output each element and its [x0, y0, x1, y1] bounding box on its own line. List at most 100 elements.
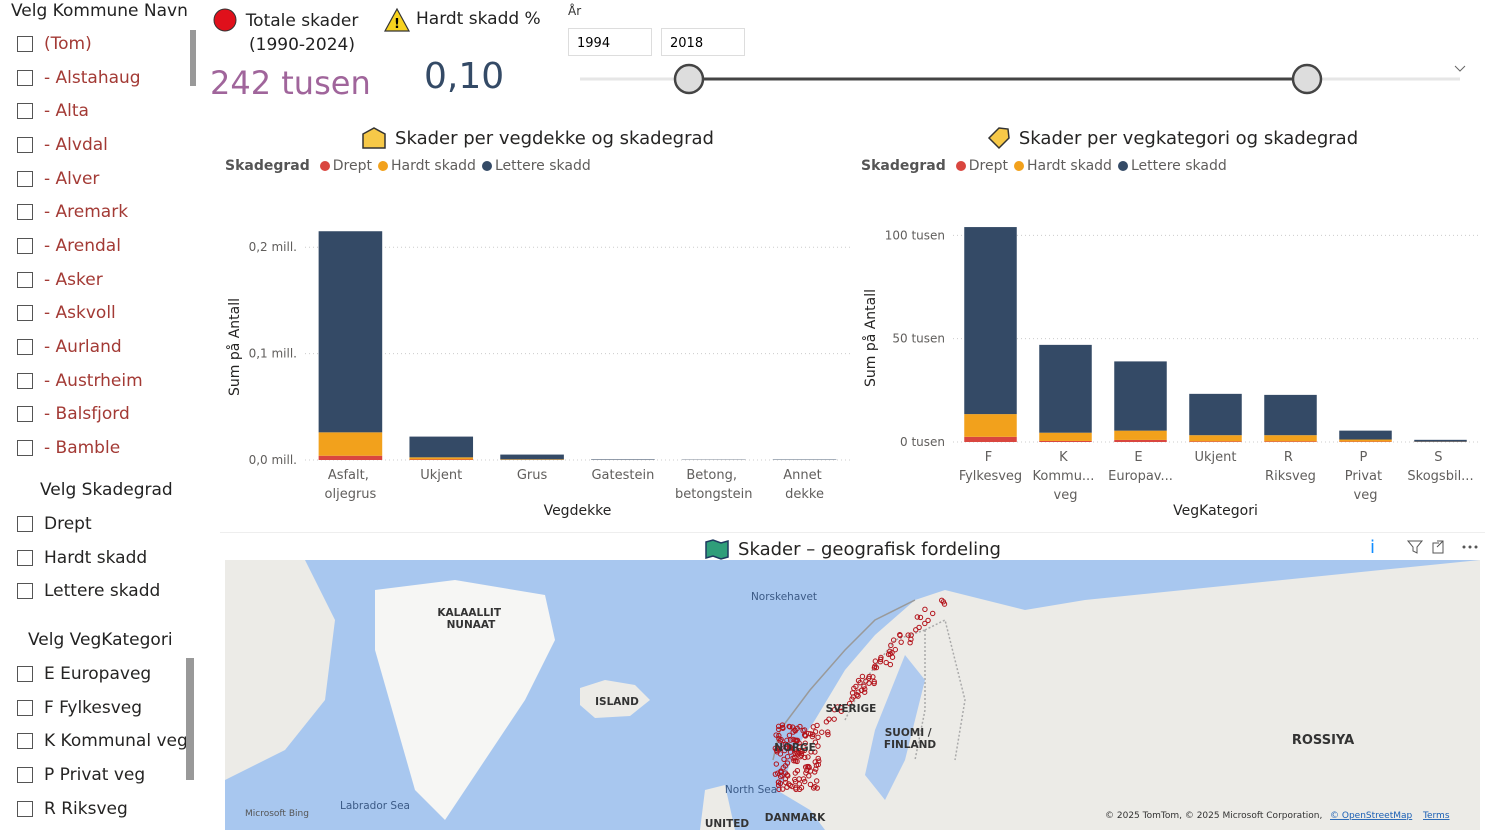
incident-point: [916, 624, 922, 631]
checkbox[interactable]: [17, 583, 33, 600]
legend-dot: [319, 161, 330, 171]
bar-segment: [1114, 439, 1167, 442]
legend-item[interactable]: Drept: [955, 158, 1008, 174]
checkbox[interactable]: [17, 136, 33, 153]
legend-item[interactable]: Lettere skadd: [481, 158, 591, 174]
plot: 0,0 mill. 0,1 mill. 0,2 mill. Sum på Antall…: [226, 231, 850, 519]
incident-point: [870, 674, 876, 680]
slicer-item[interactable]: P Privat veg: [17, 758, 188, 792]
checkbox[interactable]: [17, 339, 33, 356]
incident-point: [806, 773, 812, 779]
slicer-item[interactable]: - Aurland: [17, 330, 143, 364]
slicer-item[interactable]: Drept: [17, 507, 160, 541]
slicer-item[interactable]: - Alvdal: [17, 128, 143, 162]
slicer-item[interactable]: R Riksveg: [17, 792, 188, 826]
checkbox[interactable]: [17, 305, 33, 322]
slicer-item[interactable]: - Austrheim: [17, 364, 143, 398]
slicer-item[interactable]: Hardt skadd: [17, 541, 160, 575]
checkbox[interactable]: [17, 170, 33, 187]
checkbox[interactable]: [17, 69, 33, 86]
slicer-item-label: - Alstahaug: [44, 67, 141, 88]
slicer-item[interactable]: - Balsfjord: [17, 398, 143, 432]
slicer-item-label: - Alta: [44, 101, 89, 122]
incident-point: [792, 746, 798, 753]
checkbox[interactable]: [17, 103, 33, 120]
filter-icon[interactable]: [1406, 540, 1424, 554]
incident-point: [914, 614, 921, 620]
slicer-item[interactable]: - Bamble: [17, 431, 143, 465]
info-icon[interactable]: i: [1370, 537, 1376, 558]
label-line: SUOMI /: [885, 727, 936, 739]
checkbox[interactable]: [17, 515, 33, 532]
label-line: K: [1059, 450, 1072, 465]
slicer-title: Velg Skadegrad: [40, 480, 173, 500]
incident-point: [799, 748, 805, 754]
slicer-item[interactable]: Lettere skadd: [17, 574, 160, 608]
label-line: R: [1284, 450, 1297, 465]
checkbox[interactable]: [17, 440, 33, 457]
focus-icon[interactable]: [1432, 540, 1444, 554]
slicer-item[interactable]: - Alver: [17, 162, 143, 196]
checkbox[interactable]: [17, 237, 33, 254]
slicer-item[interactable]: - Alstahaug: [17, 61, 143, 95]
checkbox[interactable]: [17, 733, 33, 750]
legend: Skadegrad Drept Hardt skadd Lettere skadd: [861, 158, 1229, 174]
card-label: Hardt skadd %: [416, 9, 541, 29]
incident-point: [826, 716, 832, 722]
y-tick-label: 100 tusen: [885, 228, 945, 242]
slicer-item[interactable]: - Alta: [17, 94, 143, 128]
checkbox[interactable]: [17, 699, 33, 716]
checkbox[interactable]: [17, 406, 33, 423]
legend-item[interactable]: Hardt skadd: [377, 158, 476, 174]
incident-point: [825, 731, 831, 738]
slicer-item[interactable]: K Kommunal veg: [17, 724, 188, 758]
incident-point: [816, 758, 822, 764]
incident-point: [908, 632, 914, 638]
slicer-item[interactable]: E Europaveg: [17, 657, 188, 691]
checkbox[interactable]: [17, 35, 33, 52]
incident-point: [907, 640, 913, 646]
checkbox[interactable]: [17, 665, 33, 682]
slider-handle[interactable]: [673, 63, 705, 95]
osm-link[interactable]: © OpenStreetMap: [1330, 811, 1413, 821]
slicer-item[interactable]: - Arendal: [17, 229, 143, 263]
legend-label: Drept: [968, 158, 1008, 174]
incident-point: [917, 614, 924, 621]
slider-handle[interactable]: [1291, 63, 1323, 95]
legend-item[interactable]: Hardt skadd: [1013, 158, 1112, 174]
bar-segment: [591, 459, 655, 460]
label-line: F: [985, 450, 997, 465]
incident-point: [897, 632, 903, 638]
legend-dot: [377, 161, 388, 171]
label-line: Privat: [1345, 469, 1386, 484]
slicer-item[interactable]: - Askvoll: [17, 297, 143, 331]
legend-item[interactable]: Drept: [319, 158, 372, 174]
slicer-item[interactable]: - Aremark: [17, 195, 143, 229]
label-line: Asfalt,: [328, 468, 373, 483]
incident-point: [812, 759, 818, 765]
incident-point: [889, 649, 895, 656]
terms-link[interactable]: Terms: [1422, 811, 1450, 821]
incident-point: [871, 680, 877, 687]
map[interactable]: KALAALLIT NUNAAT Norskehavet ISLAND SVERIGE…: [225, 560, 1480, 830]
incident-point: [855, 693, 861, 699]
legend-dot: [955, 161, 966, 171]
year-input[interactable]: 2018: [661, 28, 745, 56]
checkbox[interactable]: [17, 372, 33, 389]
x-axis-title: Vegdekke: [544, 503, 612, 519]
slicer-item[interactable]: (Tom): [17, 27, 143, 61]
more-icon[interactable]: [1462, 545, 1478, 549]
bar-segment: [964, 436, 1017, 442]
y-tick-label: 0,2 mill.: [249, 240, 297, 254]
checkbox[interactable]: [17, 549, 33, 566]
slicer-item[interactable]: - Asker: [17, 263, 143, 297]
checkbox[interactable]: [17, 271, 33, 288]
checkbox[interactable]: [17, 800, 33, 817]
map-label: NORGE: [774, 742, 816, 754]
checkbox[interactable]: [17, 766, 33, 783]
year-input[interactable]: 1994: [568, 28, 652, 56]
legend-item[interactable]: Lettere skadd: [1117, 158, 1227, 174]
checkbox[interactable]: [17, 204, 33, 221]
incident-point: [854, 692, 860, 698]
slicer-item[interactable]: F Fylkesveg: [17, 691, 188, 725]
